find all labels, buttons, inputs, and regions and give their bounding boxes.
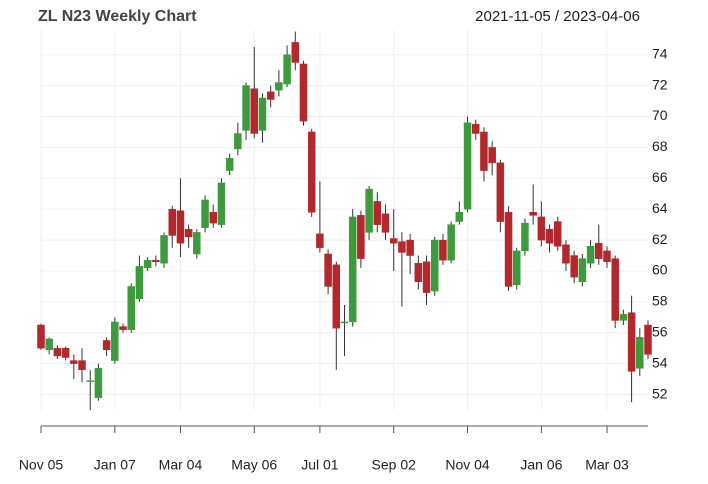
y-tick-label: 64 — [652, 200, 668, 216]
candle-body — [316, 233, 324, 249]
candle-body — [430, 239, 439, 292]
candle-body — [439, 239, 447, 261]
candle-body — [521, 222, 529, 252]
candle-body — [480, 131, 488, 171]
candle-body — [152, 259, 160, 262]
x-tick-label: Nov 05 — [19, 457, 64, 473]
candle-body — [86, 380, 94, 382]
candle-body — [562, 244, 570, 264]
y-tick-label: 54 — [652, 354, 668, 370]
y-tick-label: 52 — [652, 385, 668, 401]
candle-body — [127, 286, 135, 330]
candle-body — [398, 241, 406, 253]
candle-body — [504, 212, 513, 287]
x-tick-label: Mar 03 — [585, 457, 629, 473]
candle-body — [447, 224, 455, 261]
candle-body — [37, 324, 45, 349]
candle-body — [529, 212, 537, 216]
candle-body — [193, 232, 201, 255]
candle-body — [307, 131, 316, 213]
candle-body — [595, 242, 603, 259]
candle-body — [496, 162, 505, 222]
candle-body — [603, 250, 611, 262]
candle-body — [45, 338, 53, 351]
candle-body — [488, 147, 496, 164]
candle-body — [78, 360, 86, 371]
candle-body — [250, 88, 259, 134]
candle-body — [111, 321, 119, 361]
candle-body — [209, 212, 218, 224]
x-tick-label: Nov 04 — [445, 457, 490, 473]
x-tick-label: Jan 07 — [94, 457, 136, 473]
candle-body — [217, 182, 226, 225]
candle-body — [455, 212, 464, 222]
candle-body — [619, 313, 628, 321]
x-tick-label: May 06 — [231, 457, 277, 473]
candle-body — [291, 42, 300, 63]
candle-body — [414, 263, 423, 283]
candle-body — [578, 258, 587, 283]
candle-body — [365, 188, 373, 233]
candle-body — [201, 199, 209, 228]
candle-body — [340, 321, 349, 324]
chart-title: ZL N23 Weekly Chart — [38, 8, 197, 25]
candle-body — [135, 266, 144, 300]
candle-body — [422, 261, 431, 293]
candle-body — [513, 250, 521, 286]
candle-body — [471, 123, 480, 134]
y-tick-label: 72 — [652, 76, 668, 92]
y-tick-label: 66 — [652, 169, 668, 185]
y-tick-label: 62 — [652, 231, 668, 247]
candle-body — [168, 208, 176, 236]
y-tick-label: 56 — [652, 323, 668, 339]
candle-body — [299, 63, 308, 122]
candle-body — [53, 347, 62, 357]
y-tick-label: 74 — [652, 45, 668, 61]
candle-body — [611, 258, 619, 321]
candle-body — [266, 91, 275, 100]
candle-body — [94, 368, 103, 398]
x-tick-label: Sep 02 — [372, 457, 417, 473]
candle-body — [184, 229, 193, 238]
candle-body — [324, 253, 332, 287]
candle-body — [463, 122, 472, 210]
candle-body — [554, 221, 562, 247]
candle-body — [357, 215, 365, 259]
candle-body — [406, 239, 414, 256]
candle-body — [373, 201, 382, 225]
candle-body — [234, 133, 242, 150]
x-tick-label: Jul 01 — [301, 457, 339, 473]
y-tick-label: 58 — [652, 293, 668, 309]
candle-body — [283, 54, 291, 85]
candle-body — [389, 238, 398, 244]
candle-body — [381, 213, 390, 233]
x-tick-label: Jan 06 — [520, 457, 562, 473]
candle-body — [160, 235, 168, 264]
candle-body — [586, 246, 595, 264]
x-tick-label: Mar 04 — [159, 457, 203, 473]
date-range: 2021-11-05 / 2023-04-06 — [475, 8, 640, 25]
candle-body — [332, 264, 341, 329]
candle-body — [102, 340, 111, 351]
candle-body — [348, 216, 357, 323]
candle-body — [61, 347, 70, 358]
candle-body — [636, 337, 644, 369]
candle-body — [176, 210, 185, 244]
candle-body — [258, 97, 267, 131]
candle-body — [627, 312, 636, 372]
y-tick-label: 70 — [652, 107, 668, 123]
candle-body — [225, 157, 234, 171]
candle-body — [545, 229, 554, 244]
y-tick-label: 60 — [652, 262, 668, 278]
candle-body — [70, 360, 78, 364]
candle-body — [143, 259, 152, 269]
candle-body — [119, 326, 127, 330]
candle-body — [275, 82, 283, 91]
candle-body — [570, 255, 578, 278]
y-tick-label: 68 — [652, 138, 668, 154]
candle-body — [644, 324, 652, 355]
candle-body — [537, 216, 546, 241]
candle-body — [242, 85, 250, 131]
